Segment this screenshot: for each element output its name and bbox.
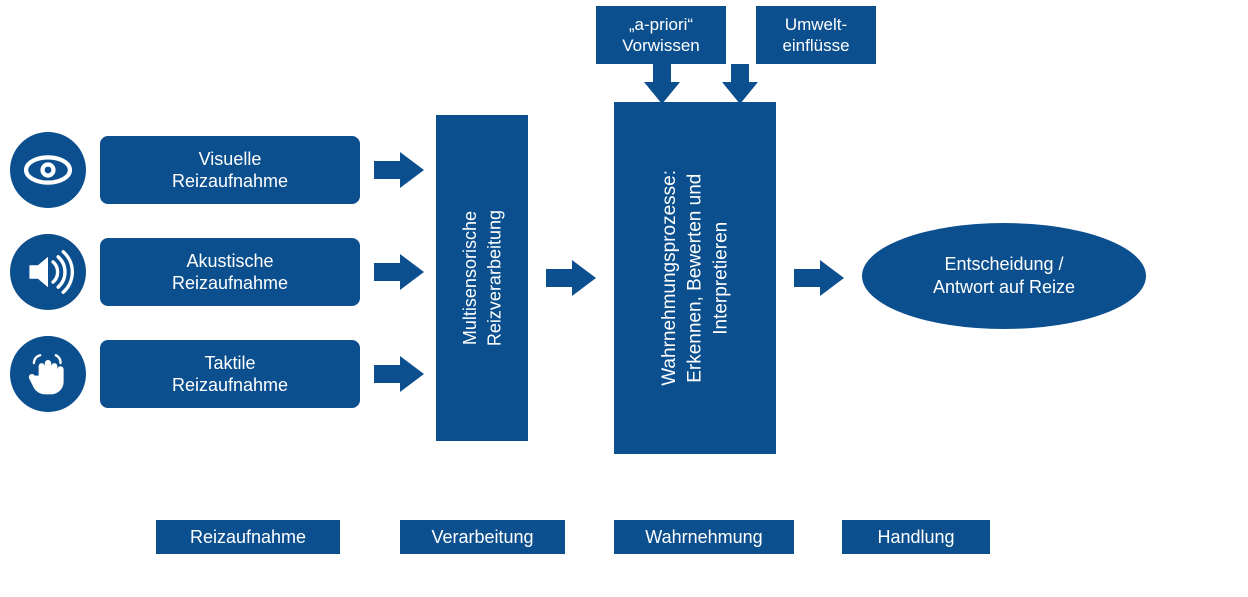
arrow-proc-to-perc [546, 260, 596, 296]
speaker-icon [10, 234, 86, 310]
stage-label-wahrnehmung: Wahrnehmung [614, 520, 794, 554]
touch-icon [10, 336, 86, 412]
input-box-visual: Visuelle Reizaufnahme [100, 136, 360, 204]
eye-icon [10, 132, 86, 208]
arrow-tactile-to-proc [374, 356, 424, 392]
input-label-visual: Visuelle Reizaufnahme [172, 148, 288, 193]
input-label-acoustic: Akustische Reizaufnahme [172, 250, 288, 295]
top-input-apriori: „a-priori“ Vorwissen [596, 6, 726, 64]
perception-label: Wahrnehmungsprozesse: Erkennen, Bewerten… [657, 170, 734, 386]
processing-box: Multisensorische Reizverarbeitung [436, 115, 528, 441]
arrow-acoustic-to-proc [374, 254, 424, 290]
stage-label-verarbeitung: Verarbeitung [400, 520, 565, 554]
perception-box: Wahrnehmungsprozesse: Erkennen, Bewerten… [614, 102, 776, 454]
stage-label-reizaufnahme: Reizaufnahme [156, 520, 340, 554]
output-ellipse: Entscheidung / Antwort auf Reize [862, 223, 1146, 329]
arrow-visual-to-proc [374, 152, 424, 188]
arrow-apriori-down [644, 64, 680, 104]
top-input-umwelt: Umwelt- einflüsse [756, 6, 876, 64]
processing-label: Multisensorische Reizverarbeitung [458, 210, 507, 346]
arrow-perc-to-output [794, 260, 844, 296]
input-box-tactile: Taktile Reizaufnahme [100, 340, 360, 408]
arrow-umwelt-down [722, 64, 758, 104]
input-box-acoustic: Akustische Reizaufnahme [100, 238, 360, 306]
input-label-tactile: Taktile Reizaufnahme [172, 352, 288, 397]
stage-label-handlung: Handlung [842, 520, 990, 554]
